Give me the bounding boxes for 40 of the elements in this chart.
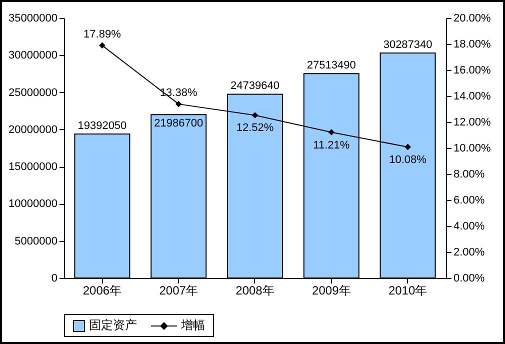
y2-tick-label: 2.00% bbox=[454, 246, 485, 258]
y2-tick-label: 6.00% bbox=[454, 194, 485, 206]
data-label: 27513490 bbox=[306, 60, 356, 72]
y-tick-label: 0 bbox=[51, 272, 58, 284]
point bbox=[175, 100, 182, 108]
point bbox=[99, 42, 106, 49]
y-tick-label: 35000000 bbox=[8, 12, 58, 24]
x-tick-label: 2006年 bbox=[82, 284, 122, 298]
x-tick-label: 2007年 bbox=[159, 284, 198, 298]
data-label: 21986700 bbox=[154, 118, 204, 130]
data-label: 10.08% bbox=[389, 154, 427, 166]
point bbox=[252, 112, 258, 118]
y-tick-label: 15000000 bbox=[8, 161, 58, 174]
data-label: 11.21% bbox=[313, 139, 350, 152]
x-tick-label: 2010年 bbox=[388, 284, 428, 298]
y2-tick-label: 18.00% bbox=[454, 38, 492, 50]
x-tick-label: 2009年 bbox=[312, 284, 351, 298]
y2-tick-label: 10.00% bbox=[454, 142, 492, 154]
y2-tick-label: 20.00% bbox=[454, 12, 492, 24]
y-tick-label: 5000000 bbox=[14, 235, 58, 248]
point bbox=[404, 144, 411, 150]
y-tick-label: 20000000 bbox=[8, 124, 58, 136]
y2-tick-label: 8.00% bbox=[454, 168, 485, 180]
y-tick-label: 10000000 bbox=[8, 198, 58, 210]
data-label: 12.52% bbox=[236, 122, 274, 134]
legend-label: 增幅 bbox=[181, 317, 205, 334]
x-tick-label: 2008年 bbox=[236, 284, 274, 298]
y2-tick-label: 0.00% bbox=[454, 272, 485, 284]
y2-tick-label: 16.00% bbox=[454, 64, 492, 76]
legend-label: 固定资产 bbox=[89, 317, 137, 334]
data-label: 24739640 bbox=[230, 80, 280, 92]
point bbox=[328, 129, 335, 136]
y2-tick-label: 14.00% bbox=[454, 90, 492, 102]
y-tick-label: 30000000 bbox=[8, 50, 58, 62]
y-tick-label: 25000000 bbox=[8, 86, 58, 99]
data-label: 30287340 bbox=[383, 39, 432, 52]
data-label: 17.89% bbox=[84, 28, 122, 40]
data-label: 19392050 bbox=[78, 120, 127, 132]
y2-tick-label: 4.00% bbox=[454, 220, 485, 232]
y2-tick-label: 12.00% bbox=[454, 116, 492, 128]
